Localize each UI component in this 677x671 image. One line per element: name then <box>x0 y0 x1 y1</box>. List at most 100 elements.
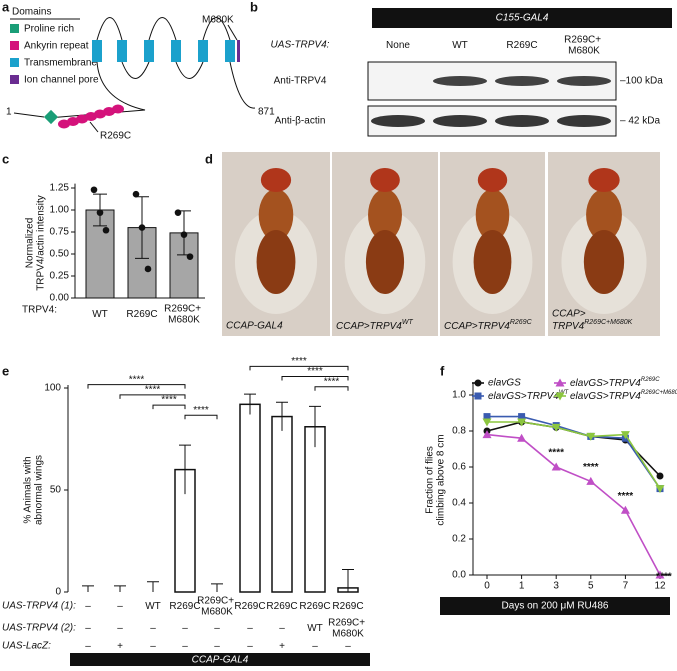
caption-sup: WT <box>402 319 414 326</box>
x-label-bar <box>440 597 670 615</box>
caption: elavGS>TRPV4R269C <box>570 377 660 389</box>
legend-title: Domains <box>12 7 51 18</box>
y-tick-label: 0.2 <box>452 534 466 545</box>
y-tick-label: 0.8 <box>452 426 466 437</box>
marker <box>517 418 527 427</box>
band <box>433 115 487 127</box>
condition-label: – <box>214 641 220 652</box>
point <box>102 226 110 234</box>
ankyrin <box>94 109 106 119</box>
x-tick-label: 3 <box>553 581 559 592</box>
caption-text: elavGS>TRPV4 <box>570 378 641 389</box>
significance-bracket <box>249 365 349 371</box>
condition-label: R269C+ M680K <box>197 595 237 617</box>
caption: CCAP>TRPV4WT <box>336 319 413 332</box>
legend-marker <box>555 392 565 401</box>
legend-label: Ankyrin repeat <box>24 41 89 52</box>
ankyrin <box>85 112 97 121</box>
y-tick-label: 0.00 <box>50 293 70 304</box>
legend-swatch <box>10 58 19 67</box>
significance-label: **** <box>161 395 177 406</box>
y-axis-label: abnormal wings <box>34 455 45 525</box>
condition-label: – <box>85 601 91 612</box>
transmembrane <box>171 40 181 62</box>
mutation-pointer <box>227 24 238 41</box>
band <box>557 115 611 127</box>
x-tick-label: 7 <box>623 581 629 592</box>
band <box>495 115 549 127</box>
fly-head <box>260 168 292 192</box>
tick <box>13 112 45 118</box>
error-bar <box>179 444 191 495</box>
significance-label: **** <box>145 385 161 396</box>
condition-label: R269C+ M680K <box>328 617 368 639</box>
footer-label: CCAP-GAL4 <box>192 655 249 666</box>
start-label: 1 <box>6 107 12 118</box>
y-tick-label: 0.50 <box>50 249 70 260</box>
significance-label: **** <box>291 356 307 367</box>
point <box>144 265 152 273</box>
significance-label: **** <box>583 462 599 473</box>
ankyrin <box>112 104 124 114</box>
row-label: TRPV4: <box>22 305 57 316</box>
y-tick-label: 0.0 <box>452 570 466 581</box>
fly-head <box>477 168 508 192</box>
marker <box>620 431 630 440</box>
end-label: 871 <box>258 107 275 118</box>
caption-text: elavGS>TRPV4 <box>488 391 559 402</box>
panel-label: b <box>250 0 258 14</box>
condition-label: – <box>247 641 253 652</box>
condition-label: R269C <box>234 601 265 612</box>
caption: elavGS>TRPV4R269C+M680K <box>570 390 677 402</box>
caption: CCAP-GAL4 <box>226 321 283 332</box>
marker-label: – 42 kDa <box>620 116 660 127</box>
fly-thorax <box>368 189 402 241</box>
error-bar <box>244 393 256 415</box>
condition-label: – <box>279 623 285 634</box>
significance-label: **** <box>324 376 340 387</box>
legend-marker <box>555 378 565 387</box>
condition-label: R269C <box>169 601 200 612</box>
significance-label: **** <box>193 405 209 416</box>
significance-bracket <box>314 386 349 391</box>
ankyrin <box>58 119 70 129</box>
error-bar <box>82 585 94 592</box>
legend-label: elavGS <box>488 378 521 389</box>
series-line <box>487 415 661 490</box>
condition-label: WT <box>145 601 161 612</box>
marker <box>586 432 596 441</box>
marker <box>483 413 491 421</box>
marker <box>656 472 664 480</box>
x-tick-label: 1 <box>519 581 525 592</box>
caption: CCAP> <box>552 309 586 320</box>
lane-label: R269C <box>506 40 537 51</box>
caption-sup: R269C+M680K <box>641 390 677 396</box>
condition-label: + <box>117 641 123 652</box>
caption-sup: R269C <box>641 377 660 383</box>
band <box>495 76 549 86</box>
x-tick-label: 12 <box>654 581 666 592</box>
pore <box>237 40 240 62</box>
fly-thorax <box>258 189 294 241</box>
condition-label: – <box>182 623 188 634</box>
fly-abdomen <box>256 230 296 294</box>
bar <box>304 426 326 593</box>
row-label: UAS-LacZ: <box>2 641 51 652</box>
row-label: UAS-TRPV4 (2): <box>2 623 76 634</box>
legend-label: Ion channel pore <box>24 75 99 86</box>
panel-label: a <box>2 0 10 14</box>
point <box>132 190 140 198</box>
significance-bracket <box>152 404 186 410</box>
condition-label: – <box>117 623 123 634</box>
driver-label: C155-GAL4 <box>496 13 549 24</box>
legend-swatch <box>10 75 19 84</box>
condition-label: + <box>279 641 285 652</box>
bar <box>271 415 293 593</box>
marker <box>517 433 527 442</box>
condition-label: R269C <box>266 601 297 612</box>
transmembrane <box>198 40 208 62</box>
y-axis-label: climbing above 8 cm <box>436 434 447 525</box>
condition-label: – <box>85 623 91 634</box>
marker <box>551 423 561 432</box>
